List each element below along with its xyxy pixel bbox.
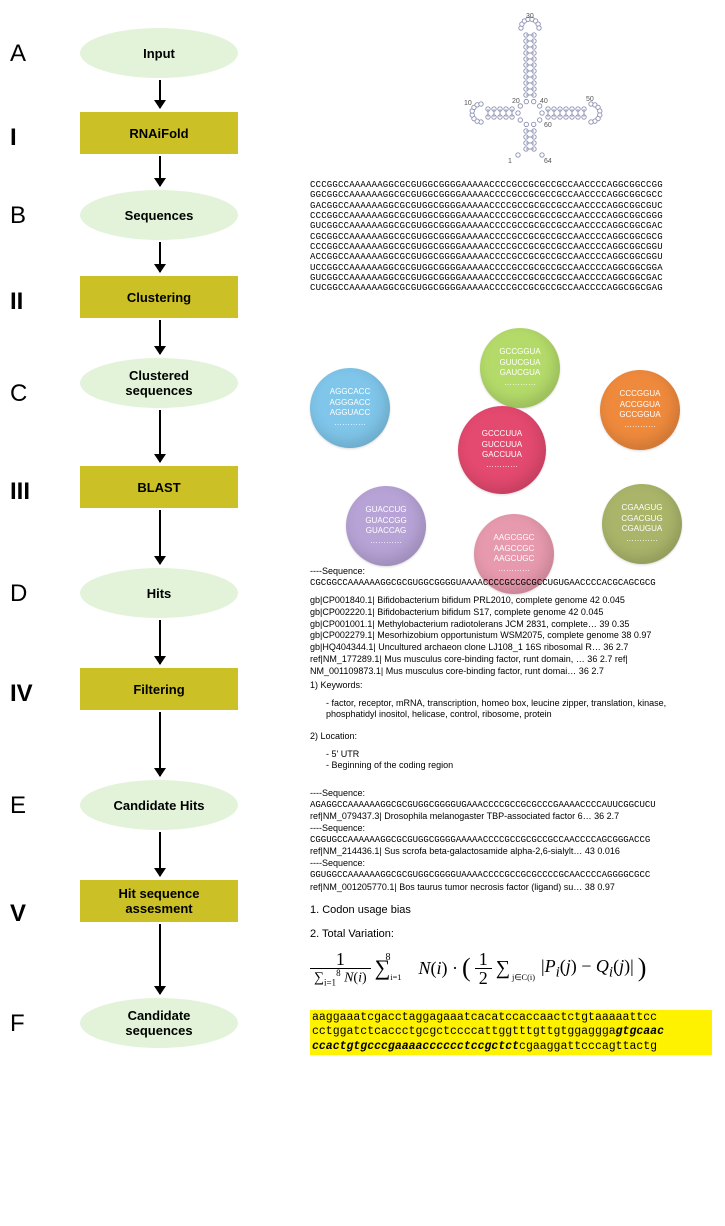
row-label-F: F (10, 1010, 25, 1038)
total-variation-formula: 1∑i=18 N(i)∑i=18N(i) · (12∑j∈C(i)|Pi(j) … (310, 950, 717, 987)
row-label-E: E (10, 792, 26, 820)
flow-node-2: Sequences (80, 190, 238, 240)
row-label-V: V (10, 900, 26, 928)
flow-arrow-5 (159, 510, 161, 564)
flow-arrow-9 (159, 924, 161, 994)
row-label-D: D (10, 580, 27, 608)
flow-arrow-0 (159, 80, 161, 108)
flow-node-0: Input (80, 28, 238, 78)
row-label-IV: IV (10, 680, 33, 708)
flow-node-3: Clustering (80, 276, 238, 318)
cluster-circle-3: GCCCUUAGUCCUUAGACCUUA………… (458, 406, 546, 494)
svg-text:60: 60 (544, 122, 552, 129)
filtering-block: 1) Keywords:- factor, receptor, mRNA, tr… (310, 680, 717, 772)
svg-text:30: 30 (526, 13, 534, 20)
flow-node-7: Filtering (80, 668, 238, 710)
sequences-block: CCCGGCCAAAAAAGGCGCGUGGCGGGGAAAAACCCCGCCG… (310, 180, 717, 294)
svg-text:64: 64 (544, 158, 552, 165)
cluster-circle-0: AGGCACCAGGGACCAGGUACC………… (310, 368, 390, 448)
row-label-B: B (10, 202, 26, 230)
row-label-I: I (10, 124, 17, 152)
row-label-II: II (10, 288, 23, 316)
svg-text:1: 1 (508, 158, 512, 165)
cluster-circle-4: GUACCUGGUACCGGGUACCAG………… (346, 486, 426, 566)
cluster-circle-6: CGAAGUGCGACGUGCGAUGUA………… (602, 484, 682, 564)
assessment-block: 1. Codon usage bias2. Total Variation:1∑… (310, 904, 717, 987)
flow-arrow-6 (159, 620, 161, 664)
flow-arrow-1 (159, 156, 161, 186)
flow-node-8: Candidate Hits (80, 780, 238, 830)
cluster-circle-1: GCCGGUAGUUCGUAGAUCGUA………… (480, 328, 560, 408)
svg-text:50: 50 (586, 96, 594, 103)
flow-node-6: Hits (80, 568, 238, 618)
candidate-hits-block: ----Sequence:AGAGGCCAAAAAAGGCGCGUGGCGGGG… (310, 788, 717, 893)
blast-hits-block: ----Sequence:CGCGGCCAAAAAAGGCGCGUGGCGGGG… (310, 566, 717, 677)
row-label-C: C (10, 380, 27, 408)
flow-arrow-7 (159, 712, 161, 776)
rna-structure-diagram: 1 10 20 30 40 50 60 64 (420, 8, 640, 178)
flow-node-10: Candidatesequences (80, 998, 238, 1048)
flow-arrow-8 (159, 832, 161, 876)
row-label-A: A (10, 40, 26, 68)
flow-arrow-4 (159, 410, 161, 462)
flow-node-9: Hit sequenceassesment (80, 880, 238, 922)
flow-arrow-2 (159, 242, 161, 272)
flow-node-4: Clusteredsequences (80, 358, 238, 408)
flow-arrow-3 (159, 320, 161, 354)
svg-text:10: 10 (464, 100, 472, 107)
flow-node-1: RNAiFold (80, 112, 238, 154)
candidate-sequences-block: aaggaaatcgacctaggagaaatcacatccaccaactctg… (310, 1010, 712, 1055)
row-label-III: III (10, 478, 30, 506)
flow-node-5: BLAST (80, 466, 238, 508)
cluster-circle-2: CCCGGUAACCGGUAGCCGGUA………… (600, 370, 680, 450)
svg-text:40: 40 (540, 98, 548, 105)
svg-text:20: 20 (512, 98, 520, 105)
